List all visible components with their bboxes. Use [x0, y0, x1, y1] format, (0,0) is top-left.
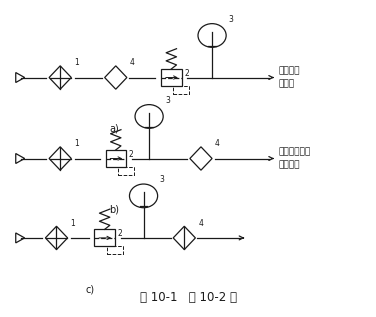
Text: a): a) [109, 124, 119, 134]
Text: 2: 2 [129, 150, 133, 159]
Text: 3: 3 [165, 96, 170, 105]
Text: 图 10-1   例 10-2 图: 图 10-1 例 10-2 图 [139, 291, 237, 304]
Bar [118, 167, 134, 175]
Text: 4: 4 [215, 139, 220, 148]
Text: 4: 4 [130, 58, 135, 68]
Bar [106, 150, 126, 167]
Circle shape [198, 24, 226, 47]
Bar [173, 86, 190, 94]
Text: c): c) [85, 284, 94, 294]
Text: 至气动议表或
逻辑元件: 至气动议表或 逻辑元件 [279, 147, 311, 170]
Text: 2: 2 [185, 69, 189, 78]
Text: 3: 3 [228, 15, 233, 24]
Bar [161, 69, 182, 86]
Text: 4: 4 [199, 219, 203, 228]
Text: 1: 1 [71, 219, 75, 228]
Circle shape [135, 105, 163, 128]
Text: 1: 1 [74, 58, 79, 68]
Bar [94, 230, 115, 247]
Text: 1: 1 [74, 139, 79, 148]
Circle shape [129, 184, 158, 208]
Text: 2: 2 [118, 229, 123, 238]
Text: b): b) [109, 204, 119, 215]
Text: 至气缺或
气马达: 至气缺或 气马达 [279, 67, 300, 89]
Bar [106, 247, 123, 254]
Text: 3: 3 [159, 175, 164, 184]
